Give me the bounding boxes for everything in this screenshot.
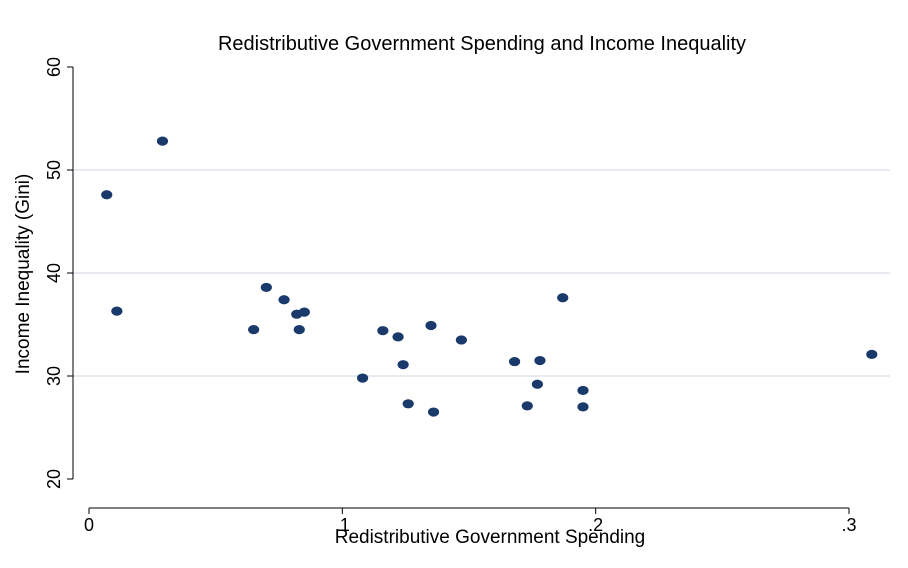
data-point (557, 293, 569, 303)
data-point (425, 320, 437, 331)
x-tick-label: .1 (335, 515, 350, 535)
data-point (397, 360, 409, 370)
x-tick-label: .3 (841, 515, 856, 535)
data-points (101, 136, 878, 417)
data-point (577, 402, 589, 412)
grid-lines (73, 169, 890, 377)
data-point (427, 407, 440, 417)
data-point (260, 282, 272, 293)
data-point (508, 356, 521, 367)
data-point (392, 332, 404, 342)
data-point (377, 326, 389, 336)
y-tick-label: 50 (44, 160, 64, 180)
chart-title: Redistributive Government Spending and I… (218, 33, 746, 55)
data-point (455, 335, 467, 345)
x-axis-label: Redistributive Government Spending (335, 527, 646, 548)
y-axis-label: Income Inequality (Gini) (13, 174, 34, 375)
data-point (531, 379, 544, 389)
data-point (357, 373, 369, 383)
data-point (111, 306, 123, 316)
data-point (402, 399, 414, 409)
axes: 20 30 40 50 60 0 .1 .2 .3 (44, 57, 857, 535)
x-tick-label: 0 (84, 515, 94, 535)
y-tick-label: 30 (44, 366, 64, 386)
data-point (101, 190, 113, 200)
data-point (577, 385, 589, 396)
y-tick-label: 40 (44, 263, 64, 283)
y-tick-label: 20 (44, 469, 64, 489)
y-tick-label: 60 (44, 57, 64, 77)
data-point (521, 401, 533, 411)
data-point (298, 307, 310, 317)
x-tick-label: .2 (588, 515, 603, 535)
data-point (278, 295, 290, 305)
data-point (293, 325, 305, 335)
data-point (866, 349, 878, 359)
data-point (156, 136, 169, 146)
data-point (248, 325, 260, 335)
data-point (534, 355, 546, 366)
